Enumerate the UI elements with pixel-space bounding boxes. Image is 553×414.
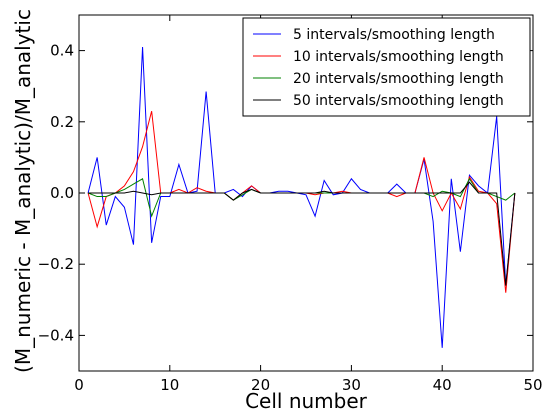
series-line-1 — [87, 47, 516, 348]
legend-label: 5 intervals/smoothing length — [293, 27, 495, 43]
x-tick-label: 30 — [342, 376, 361, 394]
series-line-4 — [88, 181, 516, 286]
y-axis-label: (M_numeric - M_analytic)/M_analytic — [11, 9, 35, 373]
x-axis-label: Cell number — [245, 389, 368, 413]
legend-label: 20 intervals/smoothing length — [293, 71, 504, 87]
y-tick-label: 0.4 — [50, 42, 74, 60]
legend-label: 10 intervals/smoothing length — [293, 49, 504, 65]
legend: 5 intervals/smoothing length 10 intervals… — [242, 17, 531, 117]
plot-frame — [78, 14, 534, 372]
x-tick-label: 40 — [433, 376, 452, 394]
legend-box — [242, 17, 531, 117]
y-tick-label: 0.0 — [50, 184, 74, 202]
y-tick-label: −0.4 — [38, 326, 74, 344]
y-tick-label: 0.2 — [50, 113, 74, 131]
x-tick-label: 10 — [160, 376, 179, 394]
x-tick-label: 0 — [74, 376, 84, 394]
series-line-2 — [87, 110, 516, 293]
series-layer — [87, 47, 516, 348]
x-tick-label: 50 — [523, 376, 542, 394]
y-tick-label: −0.2 — [38, 255, 74, 273]
legend-label: 50 intervals/smoothing length — [293, 93, 504, 109]
x-tick-label: 20 — [251, 376, 270, 394]
